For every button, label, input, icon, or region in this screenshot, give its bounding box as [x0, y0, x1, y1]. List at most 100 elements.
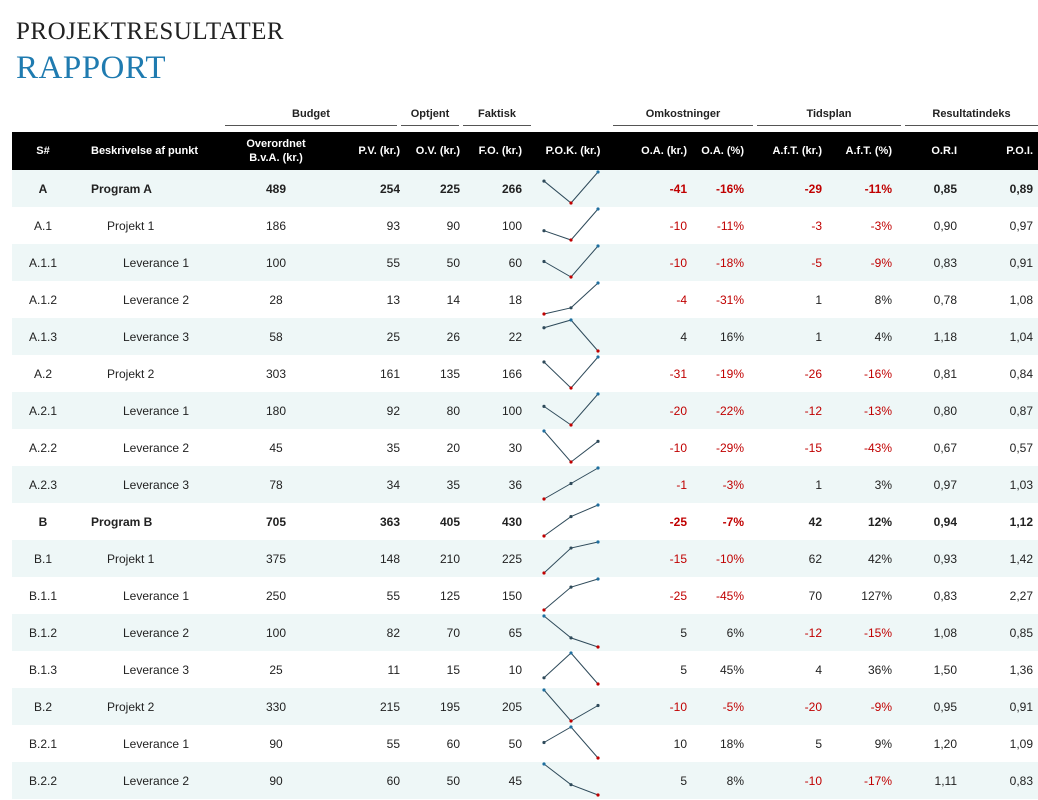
sparkline-path	[543, 578, 599, 611]
cell-bac: 180	[265, 403, 287, 418]
table-row: B.2.1 Leverance 1 90 55 60 50 10 18% 5 9% 1,20 1,09	[12, 725, 1038, 762]
cell-desc: Leverance 2	[123, 625, 190, 640]
cell-sv: -5	[811, 255, 822, 270]
table-row: B.1.1 Leverance 1 250 55 125 150 -25 -45% 70 127%…	[12, 577, 1038, 614]
cell-cvp: 45%	[719, 662, 744, 677]
cell-cpi: 0,81	[933, 366, 957, 381]
cell-spi: 1,03	[1009, 477, 1033, 492]
col-header-cpi: O.R.I	[931, 145, 957, 157]
cell-bac: 705	[265, 514, 287, 529]
cell-bac: 100	[265, 625, 287, 640]
cell-bac: 375	[265, 551, 287, 566]
table-header: S# Beskrivelse af punkt Overordnet B.v.A…	[12, 132, 1038, 170]
cell-bac: 25	[269, 662, 283, 677]
cell-cpi: 1,18	[933, 329, 957, 344]
sparkline-point	[542, 179, 546, 183]
sparkline-point	[596, 170, 600, 174]
cell-ac: 100	[501, 218, 522, 233]
trend-sparkline	[542, 392, 600, 427]
cell-id: B.1	[33, 551, 52, 566]
cell-cvp: -29%	[715, 440, 744, 455]
sparkline-point	[569, 546, 573, 550]
sparkline-path	[543, 319, 599, 352]
sparkline-path	[543, 171, 599, 204]
sparkline-point	[542, 740, 546, 745]
cell-desc: Leverance 2	[123, 773, 190, 788]
trend-sparkline	[542, 725, 600, 760]
cell-id: A.2.3	[28, 477, 58, 492]
cell-cv: 5	[680, 662, 687, 677]
cell-spi: 0,87	[1009, 403, 1033, 418]
cell-desc: Projekt 1	[107, 218, 155, 233]
group-costs: Omkostninger	[613, 108, 753, 126]
cell-pv: 60	[386, 773, 400, 788]
col-header-spi: P.O.I.	[1006, 145, 1033, 157]
sparkline-path	[543, 393, 599, 426]
cell-id: A.1.3	[28, 329, 58, 344]
group-earned: Optjent	[401, 108, 459, 126]
trend-sparkline	[542, 503, 600, 538]
cell-spi: 1,04	[1009, 329, 1033, 344]
cell-sv: 70	[808, 588, 822, 603]
col-header-bac: Overordnet B.v.A. (kr.)	[246, 138, 306, 164]
cell-sv: -3	[811, 218, 822, 233]
table-row: B.1.3 Leverance 3 25 11 15 10 5 45% 4 36% 1,50 1,36	[12, 651, 1038, 688]
cell-desc: Leverance 3	[123, 662, 190, 677]
cell-id: B	[38, 514, 48, 529]
cell-bac: 303	[265, 366, 287, 381]
cell-desc: Projekt 2	[107, 699, 155, 714]
cell-desc: Leverance 1	[123, 736, 190, 751]
cell-cvp: -16%	[715, 181, 744, 196]
cell-ac: 205	[501, 699, 522, 714]
sparkline-point	[569, 514, 573, 519]
cell-sv: 4	[815, 662, 822, 677]
sparkline-point	[542, 614, 546, 618]
sparkline-path	[543, 615, 599, 648]
report-subtitle: RAPPORT	[16, 50, 167, 86]
sparkline-point	[569, 275, 573, 279]
col-header-ac: F.O. (kr.)	[478, 145, 522, 157]
sparkline-path	[543, 208, 599, 241]
cell-id: B.2	[33, 699, 52, 714]
sparkline-path	[543, 504, 599, 537]
cell-svp: -11%	[864, 181, 892, 196]
cell-id: A	[38, 181, 48, 196]
cell-ev: 50	[446, 773, 460, 788]
cell-pv: 11	[387, 662, 400, 677]
cell-ac: 18	[508, 292, 522, 307]
cell-cvp: -45%	[715, 588, 744, 603]
cell-ev: 26	[446, 329, 460, 344]
cell-bac: 330	[265, 699, 287, 714]
cell-ev: 80	[446, 403, 460, 418]
cell-svp: 36%	[867, 662, 892, 677]
cell-ev: 60	[446, 736, 460, 751]
cell-bac: 90	[269, 736, 283, 751]
cell-spi: 0,85	[1009, 625, 1033, 640]
cell-bac: 489	[265, 181, 287, 196]
sparkline-point	[596, 244, 600, 248]
cell-bac: 28	[269, 292, 283, 307]
cell-cpi: 1,50	[933, 662, 957, 677]
cell-cv: -25	[669, 514, 687, 529]
cell-pv: 92	[386, 403, 400, 418]
cell-pv: 55	[386, 588, 400, 603]
cell-ac: 36	[508, 477, 522, 492]
cell-ac: 60	[508, 255, 522, 270]
cell-sv: -26	[804, 366, 822, 381]
cell-ev: 135	[439, 366, 460, 381]
sparkline-path	[543, 245, 599, 278]
cell-id: A.1	[33, 218, 52, 233]
table-row: B.1.2 Leverance 2 100 82 70 65 5 6% -12 -15% 1,08 0…	[12, 614, 1038, 651]
cell-id: B.2.1	[28, 736, 58, 751]
group-schedule: Tidsplan	[757, 108, 901, 126]
cell-svp: -16%	[863, 366, 892, 381]
cell-spi: 0,91	[1009, 255, 1033, 270]
trend-sparkline	[542, 429, 600, 464]
report-title: PROJEKTRESULTATER	[16, 18, 285, 45]
sparkline-point	[569, 725, 573, 729]
sparkline-point	[569, 719, 573, 723]
sparkline-point	[596, 355, 600, 359]
cell-cv: -10	[669, 699, 687, 714]
trend-sparkline	[542, 540, 600, 575]
sparkline-point	[542, 676, 546, 680]
